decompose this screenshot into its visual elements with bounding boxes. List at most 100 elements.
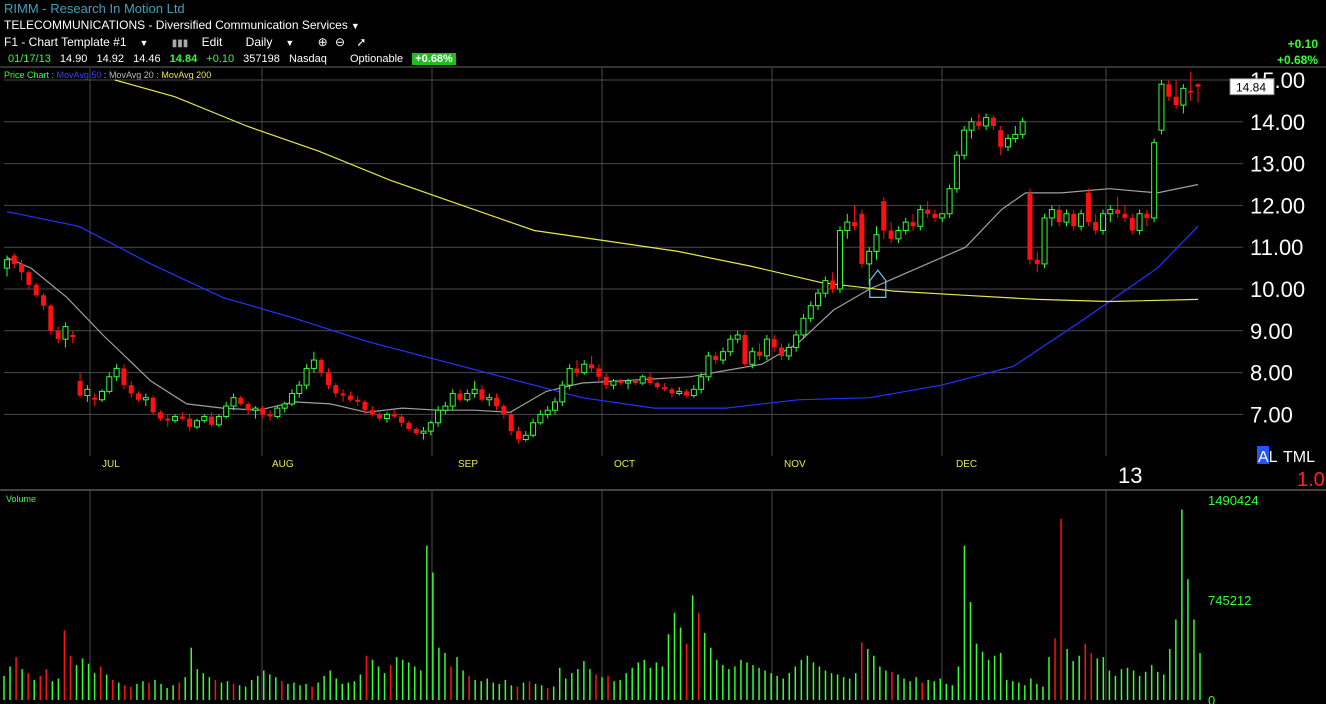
y-tick-label: 7.00 [1250,402,1293,427]
candle-body [435,409,442,424]
change-pct-badge: +0.68% [412,53,456,65]
candle-body [19,263,25,273]
symbol: RIMM [4,1,39,16]
candle-body [369,410,375,415]
candle-body [449,393,456,407]
candle-body [1144,213,1150,218]
candle-body [230,397,237,407]
sector-selector[interactable]: TELECOMMUNICATIONS - Diversified Communi… [4,18,360,32]
candle-body [859,213,865,264]
candle-body [910,222,916,227]
candle-body [128,385,134,394]
candle-body [325,372,331,386]
candle-body [179,416,185,419]
candle-body [690,388,697,397]
candle-body [800,317,807,336]
candle-body [1041,217,1048,265]
quote-open: 14.90 [59,53,88,65]
candle-body [479,389,485,400]
top-change-pct: +0.68% [1276,53,1318,67]
candle-body [406,422,412,430]
candle-body [785,347,792,357]
moving-average-line [114,79,1199,303]
quote-exchange: Nasdaq [288,53,327,65]
edit-label: Edit [201,35,223,49]
candle-body [136,393,142,400]
candle-body [610,380,617,386]
candle-body [895,229,902,240]
candle-body [1173,96,1179,106]
period-selector[interactable]: Daily ▼ [246,35,305,49]
candle-body [990,117,996,126]
candle-body [917,209,924,227]
month-label: DEC [956,459,977,470]
candle-body [464,393,471,401]
period-label: Daily [245,35,273,49]
optionable-label: Optionable [349,53,404,65]
candle-body [815,292,822,307]
candle-body [288,393,295,405]
quote-high: 14.92 [96,53,125,65]
volume-tick-label: 745212 [1208,593,1251,608]
candle-body [427,422,434,432]
candle-body [106,376,113,392]
candle-body [383,413,390,420]
y-tick-label: 11.00 [1250,235,1303,260]
candle-body [193,420,200,428]
candle-body [574,368,580,373]
candle-body [749,351,756,365]
candle-body [310,359,317,369]
candle-body [362,401,368,411]
candle-body [48,305,54,331]
draw-line-icon[interactable]: ➚ [356,35,367,49]
zoom-out-icon[interactable]: ⊖ [335,35,346,49]
candle-body [201,415,208,422]
candle-body [836,229,843,290]
candle-body [596,368,602,377]
template-selector[interactable]: F1 - Chart Template #1 ▼ [4,35,158,49]
candle-body [41,295,47,306]
candle-body [318,360,324,373]
zoom-in-icon[interactable]: ⊕ [317,35,328,49]
candle-body [866,250,873,265]
candle-body [625,380,632,384]
candle-body [757,351,763,356]
chevron-down-icon: ▼ [285,38,295,48]
candle-body [303,367,310,386]
candle-body [559,384,566,403]
candle-body [508,414,514,432]
candle-body [1107,209,1114,215]
quote-volume: 357198 [243,53,280,65]
candle-body [1071,213,1077,227]
y-tick-label: 12.00 [1250,193,1305,218]
candle-body [1034,259,1040,264]
moving-average-line [6,183,1199,413]
candle-body [698,376,705,390]
candle-body [713,355,719,361]
quote-change: +0.10 [206,53,235,65]
tml-label: TML [1283,449,1315,466]
candle-body [274,407,281,417]
candle-body [830,280,836,289]
candle-body [420,430,427,434]
candle-body [1063,213,1070,223]
chevron-down-icon: ▼ [139,38,149,48]
trade-marker-icon [869,269,887,298]
legend-ma50: MovAvg 50 [56,70,102,80]
candle-body [807,305,814,319]
candle-body [647,376,653,384]
candle-body [888,230,894,239]
quote-row: 01/17/13 14.90 14.92 14.46 14.84 +0.10 3… [8,53,462,65]
candle-body [1166,84,1172,97]
candle-body [238,397,244,404]
last-price-label: 14.84 [1236,81,1266,95]
bars-icon: ▮▮▮ [171,38,189,49]
candle-body [33,284,39,296]
edit-button[interactable]: ▮▮▮ Edit [172,35,233,49]
volume-tick-label: 1490424 [1208,493,1259,508]
candle-body [355,399,361,402]
legend-sep: : [156,70,162,80]
candle-body [1100,213,1107,231]
legend-sep: : [103,70,109,80]
